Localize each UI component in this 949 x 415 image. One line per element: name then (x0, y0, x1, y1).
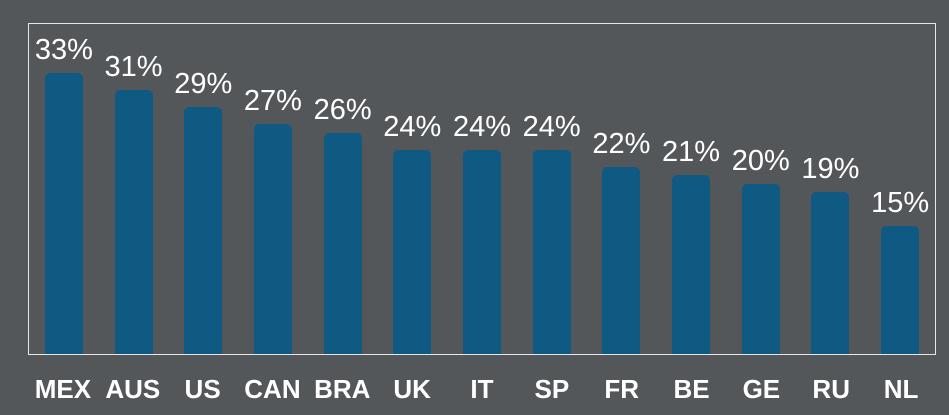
bar-slot: 29% (168, 24, 238, 354)
bar-slot: 19% (796, 24, 866, 354)
bar-slot: 24% (377, 24, 447, 354)
x-axis-label: NL (883, 374, 919, 404)
bar-slot: 24% (517, 24, 587, 354)
bar-value-label: 33% (34, 34, 93, 66)
bar (532, 150, 571, 354)
bar (602, 167, 641, 354)
bar-value-label: 24% (383, 111, 442, 143)
x-axis: MEX AUS US CAN BRA UK IT SP FR BE GE RU NL (28, 374, 936, 404)
x-axis-label: SP (534, 374, 570, 404)
x-axis-label: AUS (105, 374, 161, 404)
bar (672, 175, 711, 354)
bar-value-label: 31% (104, 51, 163, 83)
bar (114, 90, 153, 354)
bar (44, 73, 83, 354)
x-axis-label: BE (673, 374, 710, 404)
bar-slot: 20% (726, 24, 796, 354)
bar-slot: 22% (587, 24, 657, 354)
bar (462, 150, 501, 354)
bar (393, 150, 432, 354)
bar-slot: 27% (238, 24, 308, 354)
bar-value-label: 29% (174, 68, 233, 100)
x-axis-label: RU (812, 374, 850, 404)
bar (881, 226, 920, 354)
x-axis-label: GE (742, 374, 781, 404)
plot-area: 33% 31% 29% 27% 26% 24% 24% 24% 22% 21% 20% 19% 15% (28, 23, 936, 355)
bar-slot: 33% (29, 24, 99, 354)
x-axis-label: BRA (314, 374, 371, 404)
bar (741, 184, 780, 354)
bar-value-label: 20% (731, 145, 790, 177)
x-axis-label: FR (604, 374, 639, 404)
bar-slot: 31% (99, 24, 169, 354)
bar (811, 192, 850, 354)
bar-value-label: 15% (871, 187, 930, 219)
bar (323, 133, 362, 354)
bar-value-label: 22% (592, 128, 651, 160)
bar-slot: 26% (308, 24, 378, 354)
bar-value-label: 26% (313, 94, 372, 126)
bar-value-label: 24% (522, 111, 581, 143)
bar-slot: 15% (865, 24, 935, 354)
bar-value-label: 21% (662, 136, 721, 168)
bar-slot: 21% (656, 24, 726, 354)
bar (184, 107, 223, 354)
bar (253, 124, 292, 354)
x-axis-label: MEX (34, 374, 92, 404)
x-axis-label: US (184, 374, 221, 404)
bar-value-label: 27% (243, 85, 302, 117)
x-axis-label: CAN (244, 374, 301, 404)
bar-value-label: 24% (452, 111, 511, 143)
x-axis-label: UK (393, 374, 431, 404)
bar-value-label: 19% (801, 153, 860, 185)
bar-slot: 24% (447, 24, 517, 354)
x-axis-label: IT (470, 374, 494, 404)
